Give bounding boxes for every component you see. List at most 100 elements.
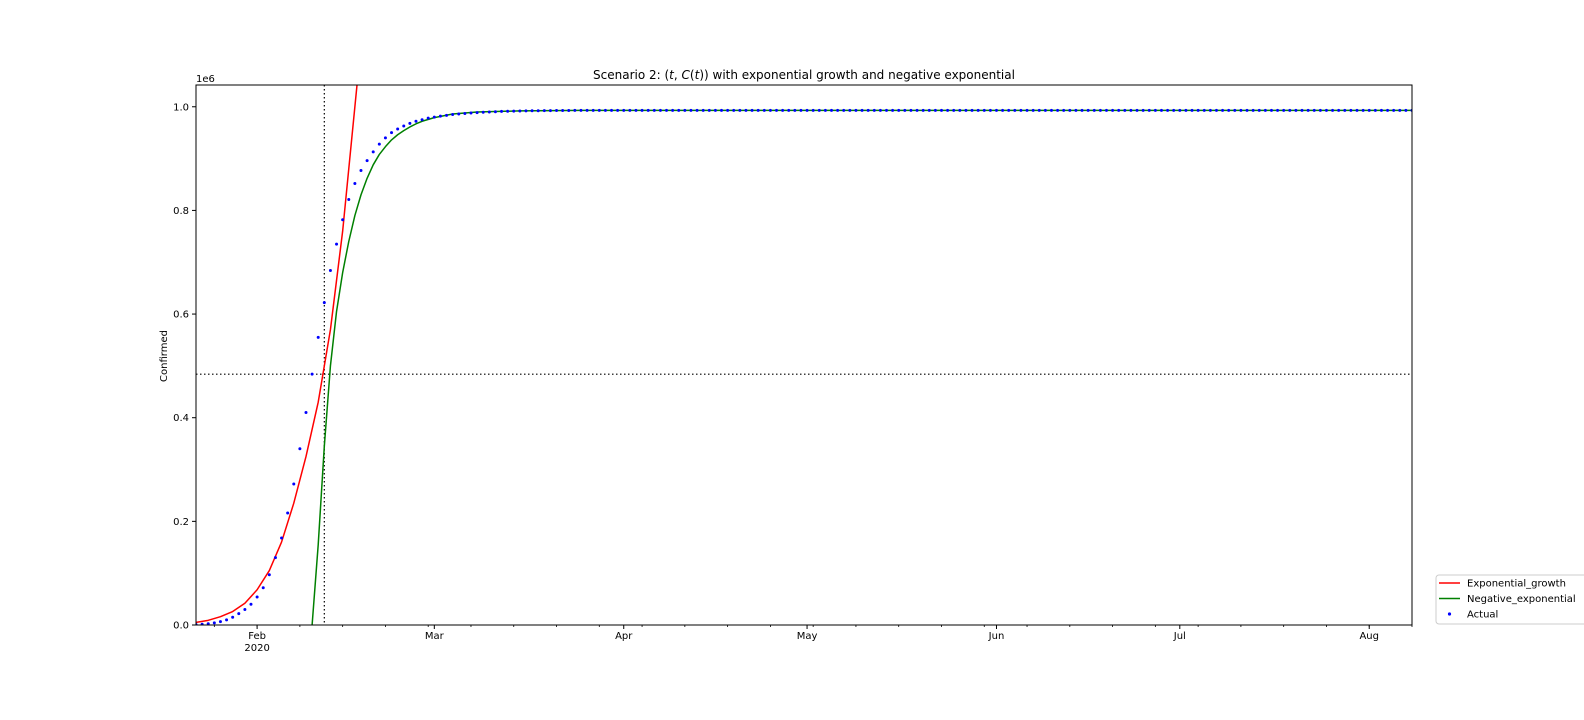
actual-point	[1037, 108, 1041, 112]
actual-point	[1294, 108, 1298, 112]
actual-point	[1386, 108, 1390, 112]
actual-point	[1282, 108, 1286, 112]
x-tick-label: Jul	[1173, 631, 1186, 642]
x-tick-label: Apr	[615, 631, 633, 642]
reference-lines	[196, 85, 1412, 625]
actual-point	[1104, 108, 1108, 112]
y-axis-label: Confirmed	[159, 330, 170, 382]
actual-point	[1349, 108, 1353, 112]
legend-swatch	[1447, 612, 1452, 616]
actual-point	[1153, 108, 1157, 112]
actual-point	[1001, 108, 1005, 112]
actual-point	[249, 602, 253, 606]
actual-point	[689, 108, 693, 112]
actual-point	[1098, 108, 1102, 112]
actual-point	[610, 108, 614, 112]
actual-point	[579, 108, 583, 112]
actual-point	[799, 108, 803, 112]
actual-point	[897, 108, 901, 112]
y-tick-label: 0.2	[173, 517, 189, 528]
actual-point	[768, 108, 772, 112]
actual-point	[1031, 108, 1035, 112]
actual-point	[1233, 108, 1237, 112]
actual-point	[212, 621, 216, 625]
actual-point	[1227, 108, 1231, 112]
actual-point	[1367, 108, 1371, 112]
actual-point	[1074, 108, 1078, 112]
actual-point	[872, 108, 876, 112]
actual-point	[237, 612, 241, 616]
legend-label: Actual	[1467, 610, 1498, 621]
actual-point	[420, 118, 424, 122]
actual-point	[842, 108, 846, 112]
actual-point	[206, 622, 210, 625]
y-tick-label: 0.6	[173, 310, 189, 321]
actual-point	[1221, 108, 1225, 112]
actual-point	[909, 108, 913, 112]
actual-point	[665, 108, 669, 112]
actual-point	[927, 108, 931, 112]
actual-point	[567, 108, 571, 112]
actual-point	[988, 108, 992, 112]
actual-point	[603, 108, 607, 112]
actual-point	[273, 556, 277, 560]
actual-point	[1013, 108, 1017, 112]
actual-point	[750, 108, 754, 112]
actual-point	[524, 109, 528, 113]
actual-point	[854, 108, 858, 112]
actual-point	[762, 108, 766, 112]
actual-point	[298, 447, 302, 451]
actual-point	[341, 218, 345, 222]
actual-point	[775, 108, 778, 112]
y-tick-label: 0.4	[173, 413, 189, 424]
actual-point	[1129, 108, 1133, 112]
chart-title: Scenario 2: (t, C(t)) with exponential g…	[593, 68, 1015, 82]
actual-point	[548, 109, 552, 113]
actual-point	[683, 108, 687, 112]
actual-point	[805, 108, 809, 112]
series-line-negative-exponential	[311, 109, 1412, 625]
actual-point	[573, 108, 577, 112]
actual-point	[1251, 108, 1255, 112]
actual-point	[475, 111, 479, 115]
actual-point	[878, 108, 882, 112]
actual-point	[426, 116, 430, 120]
actual-point	[707, 108, 711, 112]
actual-point	[817, 108, 821, 112]
actual-point	[1025, 108, 1029, 112]
actual-point	[1373, 108, 1377, 112]
actual-point	[1123, 108, 1127, 112]
actual-point	[335, 242, 339, 246]
x-tick-sublabel: 2020	[244, 643, 269, 654]
actual-point	[622, 108, 626, 112]
actual-point	[316, 335, 320, 339]
actual-point	[726, 108, 730, 112]
actual-point	[377, 142, 381, 146]
actual-point	[793, 108, 797, 112]
actual-point	[243, 607, 247, 611]
actual-point	[884, 108, 888, 112]
actual-point	[713, 108, 717, 112]
actual-point	[1306, 108, 1310, 112]
y-tick-label: 0.0	[173, 621, 189, 632]
y-tick-label: 0.8	[173, 206, 189, 217]
actual-point	[555, 109, 559, 113]
actual-point	[1068, 108, 1072, 112]
actual-point	[1312, 108, 1316, 112]
actual-point	[933, 108, 937, 112]
actual-point	[1135, 108, 1139, 112]
actual-point	[1269, 108, 1273, 112]
actual-point	[353, 181, 357, 185]
actual-point	[445, 113, 449, 117]
series-layer	[196, 85, 1412, 625]
actual-point	[402, 124, 406, 128]
plot-frame	[195, 84, 1413, 626]
actual-point	[1159, 108, 1163, 112]
actual-point	[891, 108, 895, 112]
actual-point	[732, 108, 736, 112]
actual-point	[481, 110, 485, 114]
actual-point	[396, 127, 400, 131]
actual-point	[1324, 108, 1328, 112]
x-tick-label: Aug	[1359, 631, 1379, 642]
actual-point	[1276, 108, 1280, 112]
